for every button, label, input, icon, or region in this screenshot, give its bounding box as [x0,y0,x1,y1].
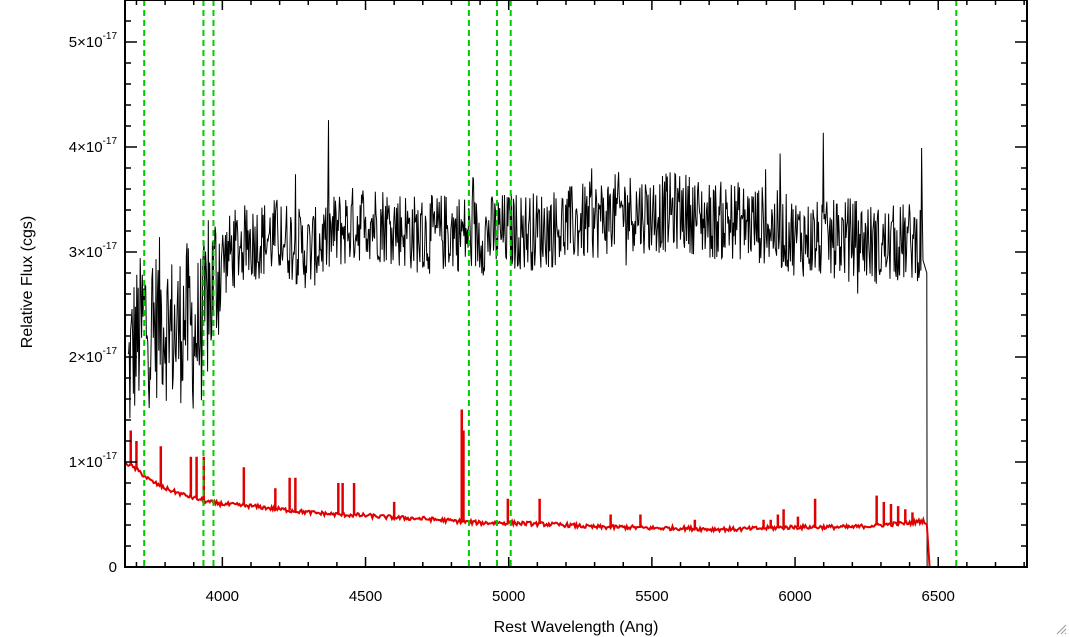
x-tick-label: 6000 [778,588,811,605]
y-axis-label: Relative Flux (cgs) [19,216,36,348]
y-tick-label: 1×10-17 [69,451,118,471]
model-spectrum-line [124,460,1027,568]
y-tick-label: 2×10-17 [69,346,118,366]
resize-grip-icon[interactable] [1055,623,1067,635]
y-tick-label: 0 [109,559,117,576]
y-tick-label: 4×10-17 [69,136,118,156]
x-axis-label: Rest Wavelength (Ang) [494,619,659,636]
observed-spectrum-line [127,120,928,568]
plot-area [124,0,1027,568]
y-tick-label: 5×10-17 [69,31,118,51]
x-tick-label: 5000 [492,588,525,605]
x-tick-label: 4500 [349,588,382,605]
axes: 4000 4500 5000 5500 6000 6500 0 1×10-17 2×10-17 3… [69,0,1028,605]
x-tick-label: 6500 [922,588,955,605]
x-tick-label: 4000 [206,588,239,605]
y-tick-label: 3×10-17 [69,241,118,261]
x-tick-label: 5500 [635,588,668,605]
plot-frame [124,0,1028,568]
